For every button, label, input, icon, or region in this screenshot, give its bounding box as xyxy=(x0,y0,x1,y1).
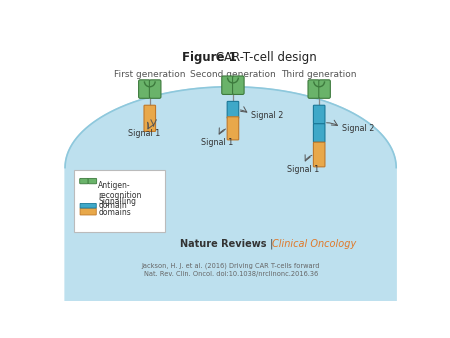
FancyBboxPatch shape xyxy=(139,80,150,98)
FancyBboxPatch shape xyxy=(149,80,161,98)
FancyBboxPatch shape xyxy=(80,178,88,184)
Text: First generation: First generation xyxy=(114,70,185,79)
FancyBboxPatch shape xyxy=(88,178,97,184)
FancyBboxPatch shape xyxy=(80,203,96,208)
FancyBboxPatch shape xyxy=(144,105,156,131)
FancyBboxPatch shape xyxy=(319,80,330,98)
FancyBboxPatch shape xyxy=(227,101,238,118)
Text: Signal 2: Signal 2 xyxy=(342,124,374,133)
Text: Second generation: Second generation xyxy=(190,70,276,79)
FancyBboxPatch shape xyxy=(222,76,233,94)
FancyBboxPatch shape xyxy=(313,105,325,124)
Text: Signal 1: Signal 1 xyxy=(201,138,233,147)
Text: CAR-T-cell design: CAR-T-cell design xyxy=(212,51,317,64)
FancyBboxPatch shape xyxy=(80,208,96,215)
Text: Third generation: Third generation xyxy=(281,70,357,79)
FancyBboxPatch shape xyxy=(74,170,165,232)
FancyBboxPatch shape xyxy=(313,124,325,142)
Text: Figure 1: Figure 1 xyxy=(182,51,237,64)
Text: Signal 1: Signal 1 xyxy=(287,165,319,174)
FancyBboxPatch shape xyxy=(313,142,325,167)
FancyBboxPatch shape xyxy=(233,76,244,94)
FancyBboxPatch shape xyxy=(227,117,238,140)
Text: Nature Reviews: Nature Reviews xyxy=(180,239,267,249)
Text: |: | xyxy=(267,239,276,249)
Text: Signal 2: Signal 2 xyxy=(251,111,283,120)
Text: Clinical Oncology: Clinical Oncology xyxy=(272,239,356,249)
FancyBboxPatch shape xyxy=(308,80,320,98)
Text: Jackson, H. J. et al. (2016) Driving CAR T-cells forward: Jackson, H. J. et al. (2016) Driving CAR… xyxy=(141,262,320,269)
Polygon shape xyxy=(65,87,396,301)
Text: Nat. Rev. Clin. Oncol. doi:10.1038/nrclinonc.2016.36: Nat. Rev. Clin. Oncol. doi:10.1038/nrcli… xyxy=(144,271,318,277)
Text: Antigen-
recognition
domain: Antigen- recognition domain xyxy=(98,181,142,211)
Text: Signalling
domains: Signalling domains xyxy=(98,197,136,217)
Text: Signal 1: Signal 1 xyxy=(128,129,161,138)
